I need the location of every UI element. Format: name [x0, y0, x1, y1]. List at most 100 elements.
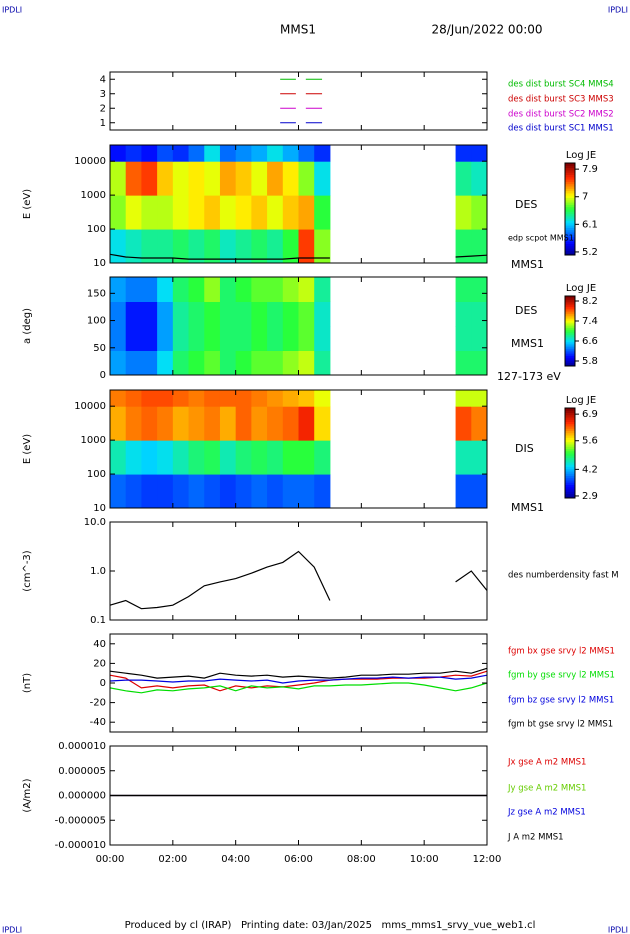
- data-line: [109, 550, 488, 610]
- y-tick-label: 100: [87, 469, 106, 480]
- colorbar-step: [565, 176, 575, 180]
- spectrogram-cell: [125, 326, 142, 351]
- colorbar-step: [565, 471, 575, 474]
- colorbar-step: [565, 453, 575, 456]
- colorbar-step: [565, 199, 575, 203]
- spectrogram-cell: [298, 277, 315, 302]
- colorbar-step: [565, 227, 575, 231]
- colorbar-step: [565, 243, 575, 247]
- colorbar-step: [565, 204, 575, 208]
- spectrogram-cell: [172, 161, 190, 196]
- spectrogram-cell: [471, 390, 488, 407]
- colorbar-step: [565, 448, 575, 452]
- spectrogram-cell: [188, 161, 205, 196]
- x-tick-label: 06:00: [284, 854, 313, 865]
- colorbar-step: [565, 220, 575, 224]
- spectrogram-cell: [267, 195, 284, 230]
- spectrogram-cell: [204, 229, 221, 264]
- spectrogram-cell: [282, 277, 299, 302]
- spectrogram-cell: [282, 161, 299, 196]
- colorbar-step: [565, 174, 575, 178]
- colorbar-step: [565, 346, 575, 349]
- spectrogram-cell: [251, 195, 268, 230]
- colorbar-step: [565, 222, 575, 226]
- spectrogram-cell: [157, 195, 174, 230]
- spectrogram-cell: [251, 350, 268, 376]
- colorbar-step: [565, 462, 575, 465]
- spectrogram-cell: [314, 440, 331, 475]
- colorbar-step: [565, 167, 575, 171]
- colorbar-step: [565, 480, 575, 483]
- colorbar-step: [565, 482, 575, 485]
- legend-entry: fgm bt gse srvy l2 MMS1: [508, 720, 613, 730]
- colorbar-step: [565, 238, 575, 242]
- spectrogram-cell: [157, 390, 174, 407]
- colorbar-step: [565, 308, 575, 311]
- colorbar-step: [565, 324, 575, 327]
- spectrogram-cell: [298, 350, 315, 376]
- colorbar-step: [565, 444, 575, 447]
- colorbar-tick-label: 6.1: [582, 219, 598, 230]
- spectrogram-cell: [235, 350, 252, 376]
- colorbar-step: [565, 464, 575, 467]
- colorbar-step: [565, 236, 575, 240]
- colorbar-step: [565, 320, 575, 323]
- spectrogram-cell: [157, 301, 174, 327]
- spectrogram-cell: [455, 390, 472, 407]
- colorbar-step: [565, 197, 575, 201]
- colorbar-step: [565, 428, 575, 431]
- colorbar-step: [565, 412, 575, 416]
- colorbar-step: [565, 317, 575, 320]
- colorbar-step: [565, 195, 575, 198]
- colorbar-step: [565, 455, 575, 458]
- spectrogram-cell: [110, 195, 127, 230]
- colorbar-step: [565, 343, 575, 346]
- spectrogram-cell: [188, 390, 205, 407]
- spectrogram-cell: [204, 301, 221, 327]
- y-tick-label: 150: [87, 288, 106, 299]
- spectrogram-cell: [219, 350, 237, 376]
- colorbar-step: [565, 186, 575, 189]
- spectrogram-cell: [204, 474, 221, 509]
- spectrogram-cell: [125, 350, 142, 376]
- x-tick-label: 12:00: [473, 854, 502, 865]
- spectrogram-cell: [267, 229, 284, 264]
- y-tick-label: 4: [100, 74, 106, 85]
- panel-label: DIS: [515, 442, 534, 455]
- colorbar-title: Log JE: [566, 150, 596, 161]
- spectrogram-cell: [251, 390, 268, 407]
- colorbar-tick-label: 8.2: [582, 296, 598, 307]
- y-axis-label: (A/m2): [22, 778, 33, 812]
- spectrogram-cell: [298, 145, 315, 162]
- y-axis-label: a (deg): [22, 308, 33, 344]
- y-axis-label: (cm^-3): [22, 550, 33, 591]
- colorbar-step: [565, 211, 575, 215]
- spectrogram-cell: [471, 145, 488, 162]
- spectrogram-cell: [110, 277, 127, 302]
- spectrogram-cell: [141, 195, 158, 230]
- spectrogram-cell: [455, 145, 472, 162]
- spectrogram-cell: [188, 301, 205, 327]
- spectrogram-cell: [188, 145, 205, 162]
- spectrogram-cell: [172, 474, 190, 509]
- x-tick-label: 02:00: [158, 854, 187, 865]
- data-line: [109, 674, 488, 684]
- colorbar-step: [565, 325, 575, 328]
- colorbar-step: [565, 360, 575, 363]
- spectrogram-cell: [125, 474, 142, 509]
- spectrogram-cell: [188, 195, 205, 230]
- title: MMS1: [280, 23, 316, 37]
- spectrogram-cell: [267, 474, 284, 509]
- spectrogram-cell: [125, 406, 142, 441]
- y-tick-label: -0.000010: [55, 840, 106, 851]
- spectrogram-cell: [204, 440, 221, 475]
- colorbar-tick-label: 2.9: [582, 491, 598, 502]
- colorbar-step: [565, 190, 575, 194]
- colorbar-step: [565, 457, 575, 461]
- colorbar-step: [565, 183, 575, 187]
- spectrogram-cell: [314, 390, 331, 407]
- spectrogram-cell: [110, 440, 127, 475]
- y-axis-label: E (eV): [22, 434, 33, 464]
- panel-frame: [109, 633, 488, 733]
